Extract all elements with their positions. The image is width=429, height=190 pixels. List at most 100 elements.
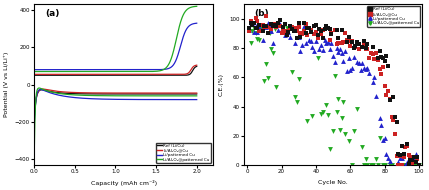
Point — [269, 51, 276, 54]
Point — [276, 19, 283, 22]
Point — [381, 84, 388, 87]
Point — [305, 39, 312, 42]
Point — [254, 20, 261, 23]
Point — [409, 159, 416, 162]
Point — [337, 129, 344, 132]
Point — [404, 144, 411, 147]
Point — [295, 77, 302, 80]
Point — [332, 74, 338, 77]
Point — [354, 40, 361, 44]
Point — [273, 25, 280, 28]
Point — [399, 156, 405, 159]
Point — [399, 164, 405, 167]
Point — [404, 142, 411, 145]
Point — [312, 40, 319, 43]
Point — [249, 29, 256, 32]
Point — [251, 27, 257, 30]
Point — [385, 89, 392, 92]
Point — [317, 112, 324, 115]
Point — [359, 146, 366, 149]
Y-axis label: Potential (V vs Li/Li⁺): Potential (V vs Li/Li⁺) — [4, 52, 9, 117]
Point — [281, 33, 288, 36]
Point — [381, 60, 388, 63]
Point — [378, 72, 385, 75]
Point — [247, 23, 254, 26]
Point — [257, 27, 264, 30]
Point — [319, 111, 326, 114]
Point — [287, 36, 293, 39]
Point — [366, 56, 373, 59]
Point — [404, 164, 411, 167]
Point — [307, 40, 314, 43]
Point — [359, 46, 366, 49]
Point — [295, 25, 302, 28]
Point — [312, 23, 319, 26]
Point — [263, 25, 269, 28]
Point — [283, 30, 290, 33]
Point — [304, 120, 311, 123]
Point — [397, 156, 404, 159]
Point — [395, 164, 402, 167]
Point — [369, 81, 376, 84]
Point — [361, 44, 368, 47]
Point — [314, 34, 321, 37]
Point — [393, 120, 400, 123]
Point — [268, 27, 275, 30]
Point — [411, 164, 417, 167]
Point — [354, 107, 361, 110]
Point — [359, 62, 366, 65]
Point — [347, 44, 354, 47]
Point — [268, 47, 275, 50]
Point — [247, 42, 254, 45]
Point — [380, 66, 387, 69]
Point — [249, 24, 256, 27]
Point — [256, 29, 263, 32]
Point — [376, 116, 383, 120]
Point — [400, 164, 407, 167]
Point — [254, 38, 261, 41]
Point — [297, 32, 304, 35]
Point — [340, 41, 347, 44]
Point — [261, 80, 268, 83]
Point — [311, 25, 317, 28]
Point — [278, 32, 285, 35]
Point — [369, 164, 376, 167]
Point — [324, 26, 331, 29]
Point — [314, 36, 321, 39]
Point — [329, 54, 336, 57]
Point — [280, 25, 287, 28]
Point — [288, 25, 295, 28]
Point — [338, 42, 345, 45]
Point — [285, 30, 292, 33]
Point — [402, 163, 409, 166]
Point — [349, 66, 356, 69]
Point — [285, 30, 292, 33]
Point — [309, 46, 316, 49]
Point — [357, 69, 364, 72]
Point — [305, 26, 312, 29]
Point — [321, 38, 328, 41]
Point — [416, 163, 423, 166]
Point — [369, 45, 376, 48]
Point — [263, 14, 269, 17]
Point — [288, 70, 295, 73]
Point — [380, 139, 387, 142]
Point — [259, 29, 266, 32]
Point — [395, 164, 402, 167]
Point — [300, 24, 307, 27]
Point — [300, 29, 307, 32]
Point — [268, 22, 275, 25]
Point — [345, 140, 352, 143]
Point — [254, 31, 261, 34]
Point — [340, 60, 347, 63]
Point — [383, 55, 390, 58]
Point — [332, 28, 338, 31]
Point — [350, 55, 357, 58]
Point — [361, 163, 368, 166]
Point — [263, 25, 269, 28]
Point — [323, 42, 329, 45]
Point — [405, 154, 412, 157]
Point — [363, 47, 369, 50]
Point — [380, 56, 387, 59]
Point — [317, 43, 324, 46]
